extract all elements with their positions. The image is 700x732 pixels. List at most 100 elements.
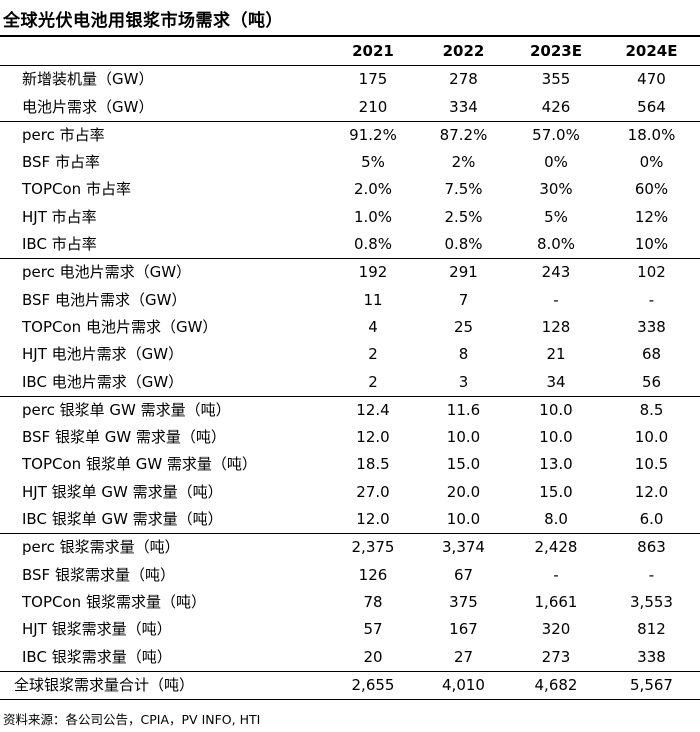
value-cell: 6.0 [639, 510, 664, 529]
value-cell: 2 [368, 372, 378, 391]
value-cell: 10.5 [634, 455, 669, 474]
value-cell: 243 [509, 258, 603, 287]
value-cell: 2,375 [328, 533, 418, 562]
value-cell: 91.2% [328, 120, 418, 150]
value-cell: 12.0 [356, 510, 390, 529]
value-cell: 21 [546, 345, 566, 364]
value-cell: 30% [539, 180, 573, 199]
value-cell: 175 [328, 65, 418, 94]
table-row: BSF 银浆单 GW 需求量（吨） 12.0 10.0 10.0 10.0 [0, 424, 700, 451]
row-label: HJT 电池片需求（GW） [22, 345, 184, 364]
value-cell: 57.0% [509, 120, 603, 150]
row-label: IBC 银浆单 GW 需求量（吨） [22, 510, 223, 529]
value-cell: 0.8% [444, 235, 483, 254]
value-cell: 3,374 [418, 533, 509, 562]
row-label: TOPCon 银浆需求量（吨） [22, 592, 206, 611]
value-cell: 11.6 [418, 395, 509, 425]
value-cell: 3,553 [630, 592, 673, 611]
value-cell: 2.0% [353, 180, 393, 199]
value-cell: 12.4 [328, 395, 418, 425]
value-cell: 863 [603, 533, 700, 562]
value-cell: 2.5% [444, 207, 483, 226]
table-row: BSF 市占率 5% 2% 0% 0% [0, 149, 700, 176]
row-label: HJT 银浆需求量（吨） [22, 620, 172, 639]
value-cell: 338 [637, 317, 666, 336]
value-cell: 60% [634, 180, 669, 199]
row-label: TOPCon 电池片需求（GW） [22, 317, 218, 336]
value-cell: 10.0 [509, 395, 603, 425]
value-cell: 12.0 [634, 482, 669, 501]
value-cell: 0% [544, 153, 568, 172]
table-body: 新增装机量（GW） 175 278 355 470 电池片需求（GW） 210 334 426 5… [0, 65, 700, 701]
value-cell: 5% [544, 207, 568, 226]
table-row: TOPCon 银浆需求量（吨） 78 375 1,661 3,553 [0, 589, 700, 616]
value-cell: 3 [458, 372, 469, 391]
row-label: BSF 市占率 [22, 153, 100, 172]
value-cell: 15.0 [539, 482, 573, 501]
value-cell: 7 [458, 290, 469, 309]
table-row: HJT 电池片需求（GW） 2 8 21 68 [0, 341, 700, 368]
value-cell: 57 [363, 620, 383, 639]
value-cell: 20 [363, 647, 383, 666]
value-cell: 12.0 [356, 428, 390, 447]
row-label: 电池片需求（GW） [22, 97, 154, 116]
table-row: BSF 银浆需求量（吨） 126 67 - - [0, 562, 700, 589]
table-row: 电池片需求（GW） 210 334 426 564 [0, 94, 700, 122]
value-cell: 167 [449, 620, 478, 639]
value-cell: 338 [637, 647, 666, 666]
row-label: IBC 电池片需求（GW） [22, 372, 184, 391]
value-cell: - [648, 290, 655, 309]
value-cell: 4 [368, 317, 378, 336]
table-row: HJT 市占率 1.0% 2.5% 5% 12% [0, 204, 700, 231]
value-cell: 68 [641, 345, 662, 364]
value-cell: 812 [637, 620, 666, 639]
value-cell: - [553, 565, 559, 584]
row-label: HJT 市占率 [22, 207, 97, 226]
table-row: TOPCon 电池片需求（GW） 4 25 128 338 [0, 314, 700, 341]
row-label: HJT 银浆单 GW 需求量（吨） [22, 482, 223, 501]
value-cell: 8.0 [544, 510, 568, 529]
value-cell: - [648, 565, 655, 584]
value-cell: 192 [328, 258, 418, 287]
table-title: 全球光伏电池用银浆市场需求（吨） [3, 11, 283, 31]
value-cell: 34 [546, 372, 566, 391]
value-cell: 278 [418, 65, 509, 94]
row-label: IBC 市占率 [22, 235, 97, 254]
value-cell: 10.0 [539, 428, 573, 447]
total-label: 全球银浆需求量合计（吨） [0, 670, 328, 701]
value-cell: 470 [603, 65, 700, 94]
value-cell: 27 [453, 647, 474, 666]
value-cell: 5% [361, 153, 385, 172]
source-note: 资料来源：各公司公告，CPIA，PV INFO, HTI [3, 712, 261, 727]
header-year-2024e: 2024E [625, 42, 678, 60]
table-row: perc 银浆需求量（吨） 2,375 3,374 2,428 863 [0, 533, 700, 562]
table-row: IBC 银浆单 GW 需求量（吨） 12.0 10.0 8.0 6.0 [0, 506, 700, 534]
row-label: IBC 银浆需求量（吨） [22, 647, 172, 666]
value-cell: 126 [358, 565, 388, 584]
row-label: perc 市占率 [0, 120, 328, 150]
header-year-2023e: 2023E [530, 42, 582, 60]
row-label: BSF 电池片需求（GW） [22, 290, 187, 309]
value-cell: 12% [634, 207, 669, 226]
value-cell: 210 [358, 97, 388, 116]
row-label: 新增装机量（GW） [0, 65, 328, 94]
table-row: perc 市占率 91.2% 87.2% 57.0% 18.0% [0, 120, 700, 150]
table-row: TOPCon 银浆单 GW 需求量（吨） 18.5 15.0 13.0 10.5 [0, 451, 700, 478]
value-cell: - [553, 290, 559, 309]
table-row: HJT 银浆单 GW 需求量（吨） 27.0 20.0 15.0 12.0 [0, 479, 700, 506]
value-cell: 10.0 [634, 428, 669, 447]
value-cell: 0.8% [353, 235, 393, 254]
row-label: TOPCon 市占率 [22, 180, 131, 199]
value-cell: 2% [451, 153, 476, 172]
total-row: 全球银浆需求量合计（吨） 2,655 4,010 4,682 5,567 [0, 670, 700, 701]
value-cell: 2 [368, 345, 378, 364]
table-row: BSF 电池片需求（GW） 11 7 - - [0, 287, 700, 314]
total-value-cell: 4,010 [418, 670, 509, 701]
value-cell: 18.0% [603, 120, 700, 150]
value-cell: 10.0 [446, 510, 481, 529]
value-cell: 1,661 [534, 592, 578, 611]
table-row: IBC 银浆需求量（吨） 20 27 273 338 [0, 644, 700, 672]
header-year-2021: 2021 [352, 42, 394, 60]
value-cell: 426 [541, 97, 571, 116]
silver-paste-demand-table: 2021 2022 2023E 2024E 新增装机量（GW） 175 278 355… [0, 38, 700, 701]
